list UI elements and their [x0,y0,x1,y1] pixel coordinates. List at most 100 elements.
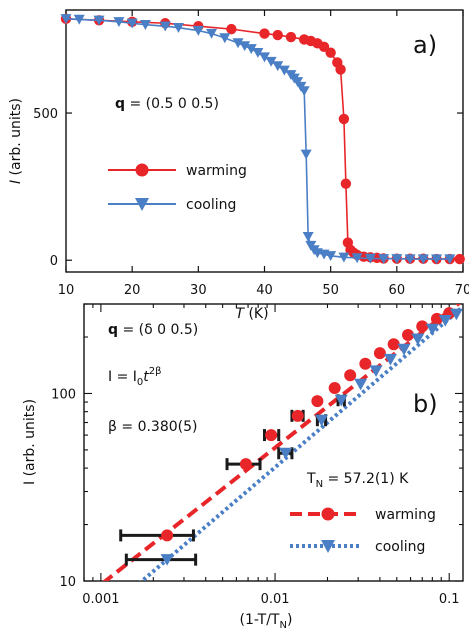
panel-b-warming-point [416,320,429,333]
panel-b-label: b) [413,390,438,418]
panel-b-cooling-point [425,323,439,336]
panel-b-cooling-point [397,343,411,356]
panel-b-power-law: I = I0t2β [108,366,162,388]
panel-b-cooling-point [334,394,348,407]
panel-a-xtick-label: 10 [58,283,75,298]
panel-a-cooling-point [192,25,204,36]
panel-a-cooling-point [219,33,231,44]
legend-b-cooling-label: cooling [375,539,425,555]
panel-b-ytick-label: 10 [59,575,76,590]
panel-b-ylabel: I (arb. units) [22,399,38,485]
panel-b-frame [83,303,464,582]
panel-a-cooling-point [351,253,363,264]
panel-b-warming-point [359,357,372,370]
panel-a-cooling-point [245,44,257,55]
panel-a-cooling-point [60,14,72,25]
panel-b-cooling-point [438,314,452,327]
panel-a-cooling-point [272,61,284,72]
panel-a-warming-point [259,28,270,39]
legend-b-warming-label: warming [375,507,436,523]
legend-a-cooling-label: cooling [186,197,236,213]
panel-a-label: a) [413,31,437,59]
panel-a-xtick-label: 70 [455,283,469,298]
panel-a-warming-point [226,23,237,35]
panel-a-cooling-point [364,253,376,264]
panel-a-warming-point [285,31,297,43]
panel-a-cooling-point [239,41,251,52]
panel-a-xtick-label: 40 [256,283,273,298]
panel-b-cooling-point [160,554,174,566]
panel-a-cooling-point [378,254,390,264]
panel-b-cooling-point [279,447,293,460]
panel-b-cooling-point [354,378,368,391]
panel-b-xlabel: (1-T/TN) [240,612,293,631]
panel-a-legend: warming cooling [108,163,247,213]
panel-a-warming-point [340,178,352,189]
panel-b-cooling-point [411,333,425,346]
panel-a-xlabel: T (K) [235,306,268,322]
panel-a-cooling-point [172,22,184,33]
panel-b-legend: warming cooling [290,507,436,555]
panel-a-cooling-point [265,56,277,67]
panel-b-warming-point [291,409,304,422]
panel-b-plot-area [102,304,463,581]
panel-b-beta: β = 0.380(5) [108,419,197,435]
panel-b-xtick-label: 0.01 [261,592,290,607]
panel-b-warming-point [387,338,400,351]
panel-a-series [60,13,465,265]
panel-b-q-annotation: q = (δ 0 0.5) [108,322,198,338]
panel-a-warming-point [272,29,283,41]
panel-b-cooling-point [449,308,463,321]
panel-a-warming-point [335,64,346,75]
panel-a-cooling-point [417,254,429,265]
panel-b-warming-point [311,395,324,408]
legend-a-warming-label: warming [186,163,247,179]
panel-b: 0.001 0.01 0.1 10 100 b) q = (δ 0 0.5) I = I… [22,303,464,631]
panel-a-warming-point [325,47,336,58]
panel-a-cooling-point [139,20,151,30]
panel-a-cooling-point [159,21,171,32]
panel-b-ytick-label: 100 [51,387,76,402]
panel-b-warming-point [402,329,415,342]
panel-a-ytick-label: 0 [50,254,58,269]
panel-a-xtick-label: 20 [124,283,141,298]
panel-a-warming-point [454,253,465,265]
legend-b-warming-marker [321,507,335,521]
panel-b-warming-point [161,529,174,542]
panel-a-cooling-point [259,52,270,63]
panel-a-cooling-point [126,18,138,29]
panel-b-cooling-point [369,365,383,378]
legend-b-cooling-marker [321,540,335,553]
panel-a-frame [65,9,464,273]
legend-a-cooling-marker [135,198,149,211]
panel-b-warming-point [265,429,278,442]
panel-a-cooling-point [444,254,456,265]
panel-a-xtick-label: 50 [322,283,339,298]
panel-b-xtick-label: 0.001 [82,592,119,607]
panel-a-cooling-point [73,14,85,25]
panel-a-cooling-point [232,38,244,49]
panel-a-ylabel: I (arb. units) [8,98,24,184]
panel-b-xtick-label: 0.1 [439,592,460,607]
panel-a-cooling-point [338,252,350,263]
panel-a-xtick-label: 30 [190,283,207,298]
panel-a-cooling-point [300,149,312,160]
panel-a-cooling-point [93,15,105,26]
panel-b-ticks: 0.001 0.01 0.1 10 100 [51,303,463,607]
panel-b-tn: TN = 57.2(1) K [306,471,409,490]
panel-a-warming-point [338,113,350,125]
panel-a-cooling-point [252,48,264,58]
panel-b-series [102,304,463,581]
panel-a-xtick-label: 60 [389,283,406,298]
panel-b-cooling-point [315,414,329,427]
panel-a-cooling-point [404,254,416,265]
panel-a-ticks: 10 20 30 40 50 60 70 0 500 [33,10,469,298]
panel-a-cooling-point [278,65,290,76]
legend-a-warming-marker [135,163,149,177]
panel-a-cooling-point [391,254,403,264]
panel-a-cooling-point [325,251,337,262]
panel-a-q-annotation: q = (0.5 0 0.5) [115,96,219,112]
panel-b-warming-point [328,381,341,394]
panel-b-warming-point [373,347,386,360]
